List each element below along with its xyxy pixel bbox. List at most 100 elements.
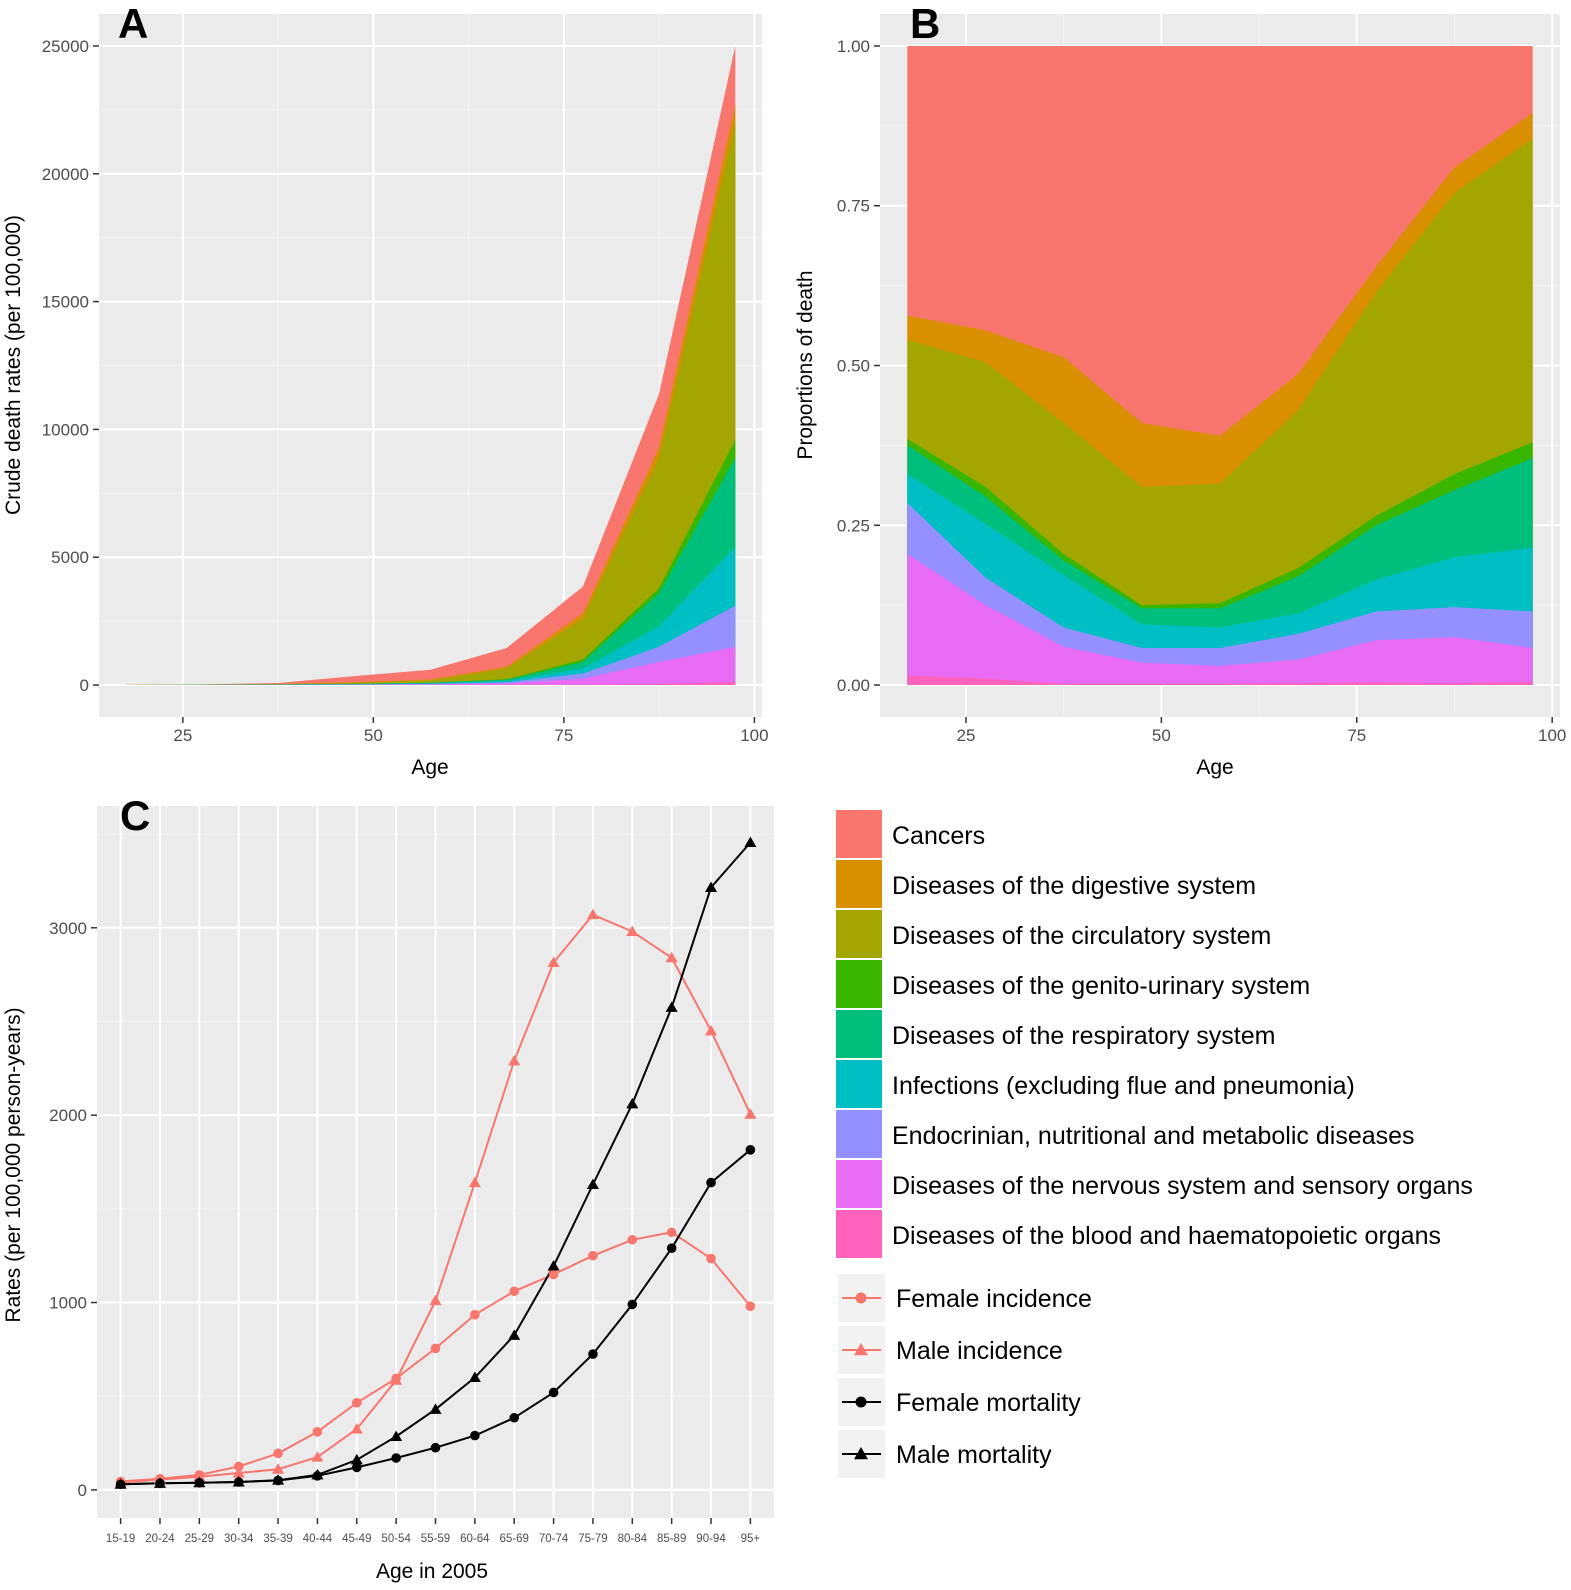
c-point-female-incidence	[588, 1250, 598, 1261]
c-x-tick-label: 30-34	[224, 1533, 254, 1545]
c-point-male-incidence	[586, 908, 599, 920]
legend-fill-label: Infections (excluding flue and pneumonia…	[892, 1072, 1355, 1100]
b-x-tick-label: 75	[1347, 726, 1366, 745]
c-x-tick-label: 85-89	[657, 1533, 686, 1545]
c-point-female-mortality	[666, 1243, 677, 1253]
a-area-diseases-of-the-blood-and-haematopoietic-organs	[125, 681, 736, 686]
legend-fill-label: Endocrinian, nutritional and metabolic d…	[892, 1122, 1415, 1150]
panel-a-y-axis-title: Crude death rates (per 100,000)	[2, 215, 25, 515]
c-x-tick-label: 90-94	[696, 1533, 726, 1545]
panel-b-y-axis-title: Proportions of death	[794, 270, 817, 459]
a-x-tick-label: 100	[740, 726, 768, 745]
b-y-tick-label: 0.50	[837, 357, 870, 376]
c-point-female-mortality	[627, 1299, 638, 1310]
legend-fill-label: Diseases of the blood and haematopoietic…	[892, 1222, 1441, 1250]
panel-c-y-axis-title: Rates (per 100,000 person-years)	[2, 1007, 25, 1322]
c-point-male-mortality	[468, 1371, 481, 1382]
legend-fill-key	[836, 1010, 882, 1058]
c-y-tick-label: 0	[78, 1481, 87, 1500]
b-area-diseases-of-the-blood-and-haematopoietic-organs	[907, 675, 1533, 686]
b-y-tick-label: 0.75	[837, 197, 870, 216]
c-point-male-mortality	[665, 1001, 678, 1012]
c-point-male-mortality	[272, 1474, 285, 1485]
c-point-female-incidence	[312, 1427, 323, 1437]
c-point-female-incidence	[470, 1309, 480, 1320]
c-point-female-incidence	[430, 1343, 441, 1354]
c-point-male-incidence	[232, 1467, 245, 1478]
legend-fill-key	[836, 860, 882, 908]
legend-line-label: Female incidence	[896, 1285, 1092, 1313]
c-x-tick-label: 15-19	[106, 1533, 135, 1545]
c-point-female-incidence	[233, 1461, 244, 1472]
c-x-tick-label: 80-84	[618, 1533, 648, 1545]
c-point-female-incidence	[548, 1269, 559, 1280]
a-y-tick-label: 25000	[42, 37, 89, 56]
c-point-male-mortality	[508, 1329, 521, 1340]
panel-a-letter: A	[118, 0, 148, 47]
legend-fill-label: Diseases of the nervous system and senso…	[892, 1172, 1473, 1200]
c-point-male-incidence	[626, 925, 639, 937]
c-point-male-incidence	[272, 1463, 285, 1474]
c-point-female-mortality	[548, 1387, 559, 1398]
c-point-female-mortality	[745, 1145, 756, 1155]
b-x-tick-label: 100	[1538, 726, 1566, 745]
c-x-tick-label: 20-24	[145, 1533, 175, 1545]
c-point-female-incidence	[351, 1397, 362, 1408]
legend-fill-label: Diseases of the respiratory system	[892, 1022, 1275, 1050]
panel-b-x-axis-title: Age	[1196, 756, 1233, 779]
legend-fill-label: Diseases of the circulatory system	[892, 922, 1271, 950]
c-point-male-incidence	[547, 956, 560, 967]
c-point-male-mortality	[429, 1403, 442, 1414]
panel-a: 0 5000 10000 15000 20000 25000 25 50 75 100 A Ag…	[2, 0, 769, 779]
panel-c-letter: C	[120, 792, 150, 839]
c-point-male-mortality	[547, 1259, 560, 1271]
c-x-tick-label: 50-54	[381, 1533, 411, 1545]
b-area-diseases-of-the-nervous-system-and-sensory-organs	[907, 554, 1533, 686]
legend-fill-key	[836, 1160, 882, 1208]
c-point-male-incidence	[193, 1470, 206, 1482]
c-point-female-incidence	[666, 1227, 677, 1238]
b-x-tick-label: 50	[1152, 726, 1171, 745]
c-point-male-incidence	[429, 1294, 442, 1306]
c-point-male-mortality	[114, 1478, 127, 1489]
c-x-tick-label: 70-74	[539, 1533, 569, 1545]
c-x-tick-label: 95+	[741, 1533, 761, 1545]
legend-line-label: Male mortality	[896, 1441, 1052, 1469]
c-point-male-incidence	[665, 951, 678, 963]
legend-line-marker	[854, 1447, 868, 1460]
panel-b-letter: B	[910, 0, 940, 47]
c-point-female-mortality	[706, 1177, 716, 1188]
a-y-tick-label: 20000	[42, 165, 89, 184]
c-point-female-mortality	[470, 1430, 480, 1441]
c-point-male-mortality	[586, 1178, 599, 1189]
c-x-tick-label: 25-29	[185, 1533, 214, 1545]
c-point-male-incidence	[705, 1024, 718, 1036]
legend-fill-key	[836, 1060, 882, 1108]
a-y-tick-label: 5000	[51, 548, 89, 567]
c-point-male-mortality	[311, 1468, 324, 1480]
c-y-tick-label: 1000	[49, 1294, 87, 1313]
legend-fill-key	[836, 910, 882, 958]
c-point-male-incidence	[311, 1451, 324, 1462]
a-area-diseases-of-the-nervous-system-and-sensory-organs	[125, 646, 736, 686]
legend-fill-key	[836, 1110, 882, 1158]
a-y-tick-label: 10000	[42, 420, 89, 439]
c-point-male-mortality	[232, 1476, 245, 1487]
a-y-tick-label: 0	[80, 676, 89, 695]
c-x-tick-label: 45-49	[342, 1533, 371, 1545]
legend-fill-key	[836, 960, 882, 1008]
legend-fill-key	[836, 810, 882, 858]
c-y-tick-label: 2000	[49, 1106, 87, 1125]
legend-line-marker	[855, 1292, 867, 1304]
legend-line-marker	[855, 1396, 867, 1408]
panel-c: 0 1000 2000 3000 15-19 20-24 25-29 30-34 35-39 4…	[2, 792, 774, 1583]
c-point-male-incidence	[350, 1423, 363, 1434]
b-y-tick-label: 1.00	[837, 37, 870, 56]
legend-fill-label: Diseases of the genito-urinary system	[892, 972, 1310, 1000]
legend-line-marker	[854, 1343, 868, 1356]
b-area-endocrinian-nutritional-and-metabolic-diseases	[907, 502, 1533, 686]
c-point-male-mortality	[390, 1430, 403, 1441]
a-x-tick-label: 25	[173, 726, 192, 745]
c-point-male-incidence	[390, 1374, 403, 1385]
